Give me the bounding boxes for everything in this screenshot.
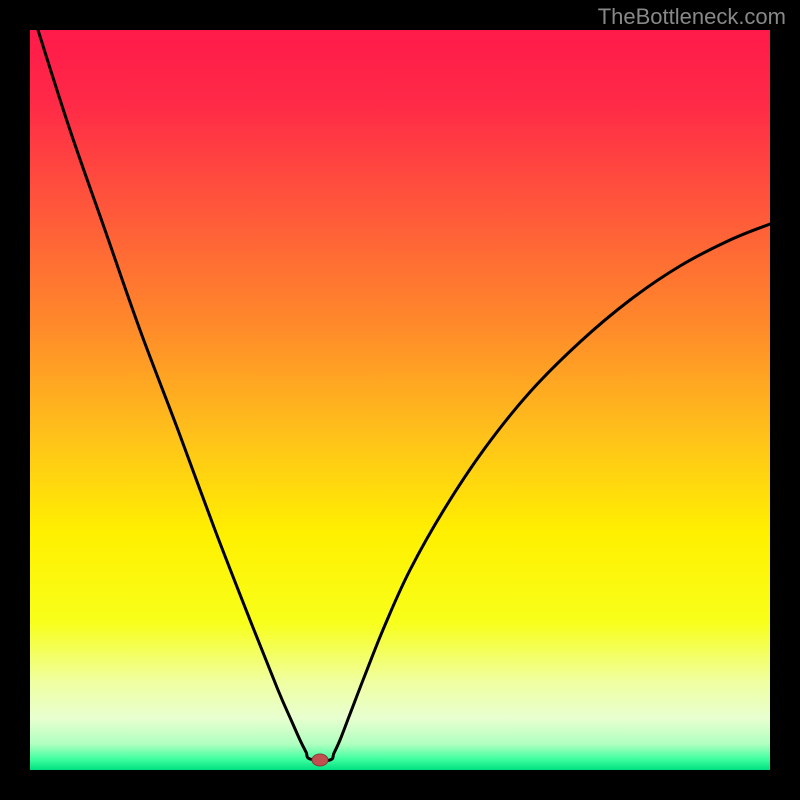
- minimum-marker: [312, 754, 328, 766]
- gradient-background: [30, 30, 770, 770]
- chart-area: [30, 30, 770, 770]
- watermark-text: TheBottleneck.com: [598, 4, 786, 30]
- bottleneck-curve-chart: [30, 30, 770, 770]
